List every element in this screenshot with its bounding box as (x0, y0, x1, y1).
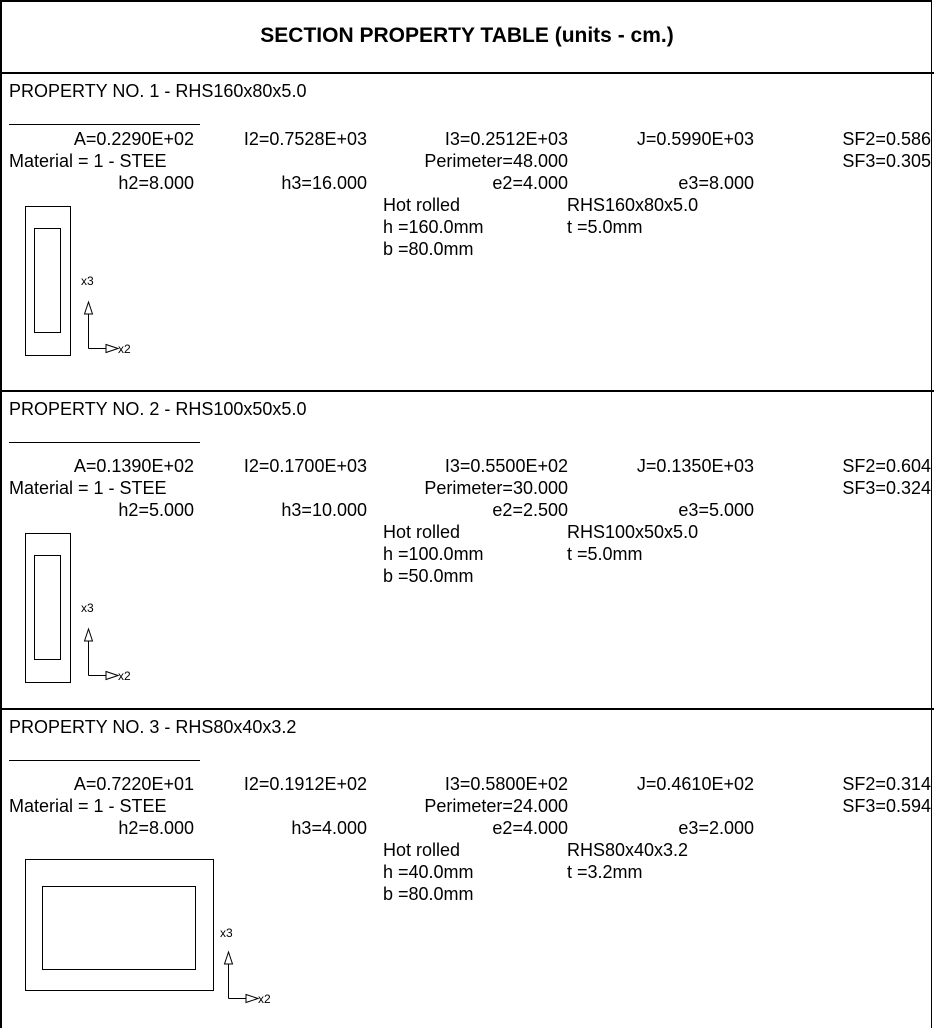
h2-value: h2=8.000 (118, 818, 194, 838)
designation-value: RHS100x50x5.0 (567, 522, 699, 542)
outer-rectangle (25, 859, 214, 991)
perimeter-value: Perimeter=48.000 (424, 151, 568, 171)
h2-value: h2=5.000 (118, 500, 194, 520)
width-value: b =50.0mm (383, 566, 474, 586)
perimeter-value: Perimeter=24.000 (424, 796, 568, 816)
property-heading: PROPERTY NO. 2 - RHS100x50x5.0 (9, 399, 307, 419)
outer-rectangle (25, 533, 71, 683)
rhs-section-drawing (25, 206, 71, 356)
axis-indicator-icon (223, 950, 260, 1004)
inner-rectangle (42, 886, 196, 970)
x2-axis-label: x2 (118, 342, 131, 356)
process-value: Hot rolled (383, 840, 461, 860)
designation-value: RHS160x80x5.0 (567, 195, 699, 215)
j-value: J=0.5990E+03 (636, 129, 754, 149)
property-section-3: PROPERTY NO. 3 - RHS80x40x3.2 A=0.7220E+… (0, 710, 934, 1028)
width-value: b =80.0mm (383, 884, 474, 904)
h2-value: h2=8.000 (118, 173, 194, 193)
sf2-value: SF2=0.586 (842, 129, 931, 149)
e2-value: e2=2.500 (492, 500, 568, 520)
thickness-value: t =5.0mm (567, 544, 643, 564)
thickness-value: t =3.2mm (567, 862, 643, 882)
h3-value: h3=4.000 (291, 818, 367, 838)
material-value: Material = 1 - STEE (9, 796, 167, 816)
i3-value: I3=0.5500E+02 (444, 456, 568, 476)
inner-rectangle (34, 555, 61, 660)
perimeter-value: Perimeter=30.000 (424, 478, 568, 498)
x2-axis-label: x2 (258, 992, 271, 1006)
i2-value: I2=0.1912E+02 (243, 774, 367, 794)
height-value: h =40.0mm (383, 862, 474, 882)
e2-value: e2=4.000 (492, 173, 568, 193)
e3-value: e3=5.000 (678, 500, 754, 520)
rhs-section-drawing (25, 859, 214, 991)
i2-value: I2=0.1700E+03 (243, 456, 367, 476)
h3-value: h3=10.000 (281, 500, 367, 520)
e2-value: e2=4.000 (492, 818, 568, 838)
x3-axis-label: x3 (81, 274, 94, 288)
sf3-value: SF3=0.324 (842, 478, 931, 498)
sf2-value: SF2=0.314 (842, 774, 931, 794)
x3-axis-label: x3 (220, 926, 233, 940)
j-value: J=0.1350E+03 (636, 456, 754, 476)
table-title: SECTION PROPERTY TABLE (units - cm.) (0, 0, 934, 74)
width-value: b =80.0mm (383, 239, 474, 259)
rhs-section-drawing (25, 533, 71, 683)
x3-axis-label: x3 (81, 601, 94, 615)
area-value: A=0.7220E+01 (73, 774, 194, 794)
process-value: Hot rolled (383, 522, 461, 542)
area-value: A=0.1390E+02 (73, 456, 194, 476)
height-value: h =160.0mm (383, 217, 484, 237)
outer-rectangle (25, 206, 71, 356)
inner-rectangle (34, 228, 61, 333)
property-section-1: PROPERTY NO. 1 - RHS160x80x5.0 A=0.2290E… (0, 74, 934, 392)
i2-value: I2=0.7528E+03 (243, 129, 367, 149)
area-value: A=0.2290E+02 (73, 129, 194, 149)
i3-value: I3=0.5800E+02 (444, 774, 568, 794)
height-value: h =100.0mm (383, 544, 484, 564)
property-section-2: PROPERTY NO. 2 - RHS100x50x5.0 A=0.1390E… (0, 392, 934, 710)
axis-indicator-icon (83, 300, 120, 354)
property-heading: PROPERTY NO. 3 - RHS80x40x3.2 (9, 717, 297, 737)
e3-value: e3=8.000 (678, 173, 754, 193)
designation-value: RHS80x40x3.2 (567, 840, 689, 860)
heading-underline (9, 760, 200, 761)
i3-value: I3=0.2512E+03 (444, 129, 568, 149)
property-heading: PROPERTY NO. 1 - RHS160x80x5.0 (9, 81, 307, 101)
thickness-value: t =5.0mm (567, 217, 643, 237)
h3-value: h3=16.000 (281, 173, 367, 193)
sf2-value: SF2=0.604 (842, 456, 931, 476)
material-value: Material = 1 - STEE (9, 151, 167, 171)
heading-underline (9, 442, 200, 443)
sf3-value: SF3=0.594 (842, 796, 931, 816)
x2-axis-label: x2 (118, 669, 131, 683)
heading-underline (9, 124, 200, 125)
j-value: J=0.4610E+02 (636, 774, 754, 794)
e3-value: e3=2.000 (678, 818, 754, 838)
sf3-value: SF3=0.305 (842, 151, 931, 171)
material-value: Material = 1 - STEE (9, 478, 167, 498)
axis-indicator-icon (83, 627, 120, 681)
process-value: Hot rolled (383, 195, 461, 215)
